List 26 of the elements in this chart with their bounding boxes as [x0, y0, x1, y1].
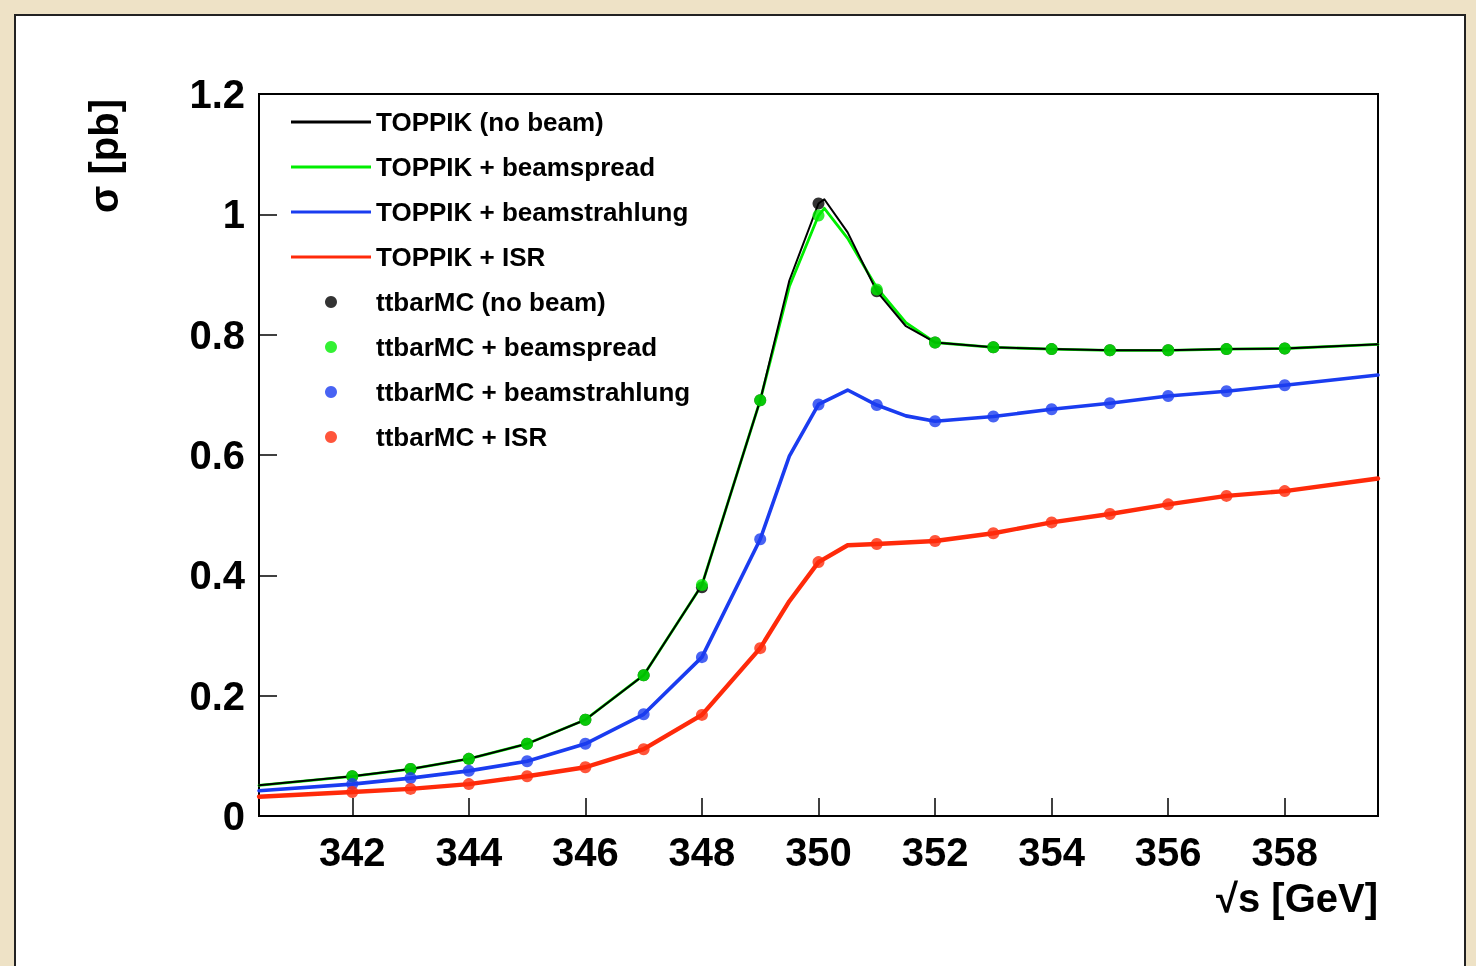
x-tick-label: 346 [552, 830, 619, 874]
x-axis-title: √s [GeV] [1216, 876, 1378, 920]
legend-label: TOPPIK + ISR [376, 242, 546, 272]
legend-label: ttbarMC (no beam) [376, 287, 606, 317]
y-tick-label: 0.6 [189, 433, 245, 477]
legend-label: ttbarMC + ISR [376, 422, 548, 452]
y-tick-label: 0 [222, 794, 245, 838]
x-tick-label: 358 [1251, 830, 1319, 874]
legend-label: TOPPIK + beamstrahlung [376, 197, 689, 227]
y-tick-label: 0.2 [189, 673, 245, 718]
legend-label: TOPPIK (no beam) [376, 107, 604, 137]
legend-label: ttbarMC + beamstrahlung [376, 377, 691, 407]
x-tick-label: 356 [1134, 830, 1202, 874]
x-tick-label: 352 [901, 830, 969, 874]
x-tick-label: 344 [435, 830, 503, 874]
x-tick-label: 354 [1018, 830, 1086, 874]
y-axis-title: σ [pb] [82, 99, 126, 213]
y-tick-label: 0.8 [189, 312, 245, 357]
x-tick-label: 350 [785, 830, 852, 874]
legend-label: ttbarMC + beamspread [376, 332, 658, 362]
x-tick-label: 348 [668, 830, 736, 874]
y-tick-label: 1.2 [189, 72, 245, 116]
x-tick-label: 342 [318, 830, 386, 874]
y-tick-label: 1 [222, 192, 245, 237]
y-tick-label: 0.4 [189, 553, 246, 598]
legend-label: TOPPIK + beamspread [376, 152, 656, 182]
